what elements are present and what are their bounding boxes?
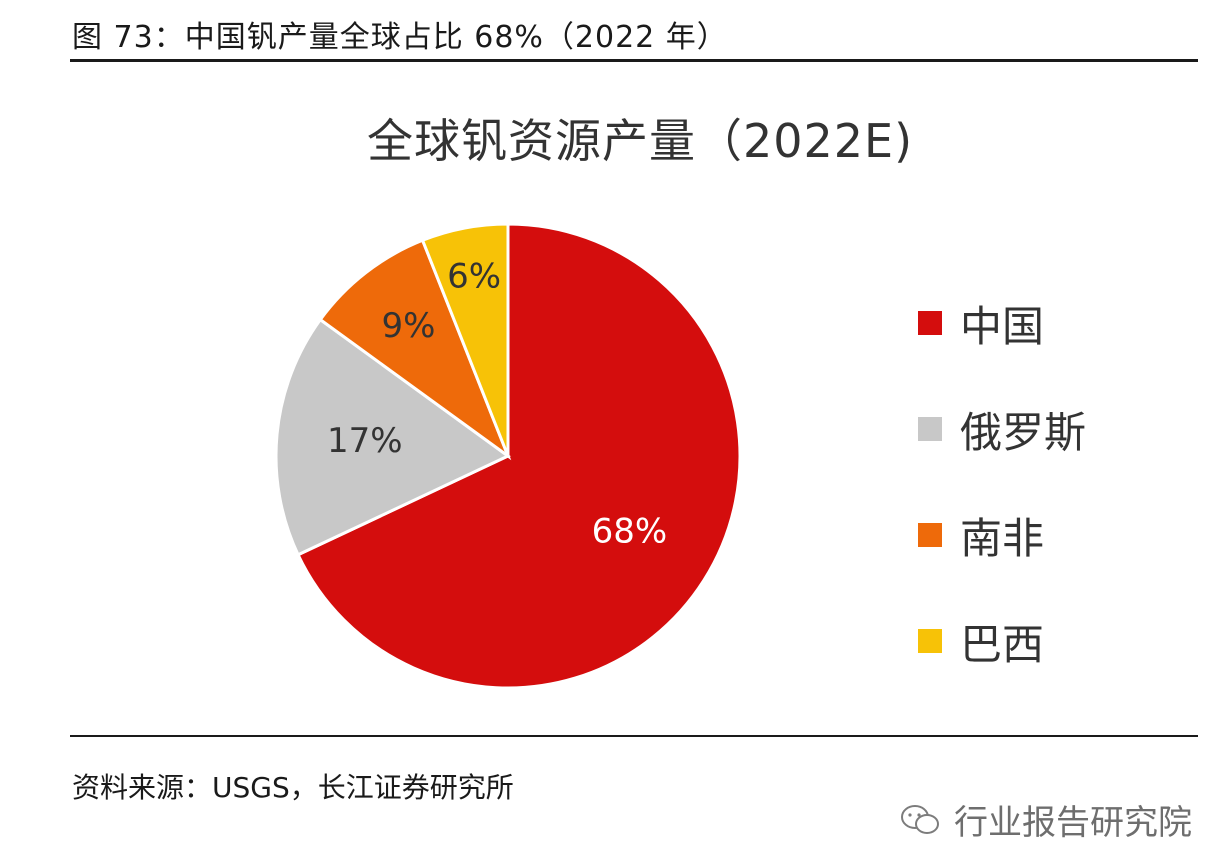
pie-slice-3: [318, 238, 512, 461]
legend-swatch: [918, 417, 942, 441]
legend-label: 南非: [960, 513, 1045, 563]
pie-slice-1: [296, 222, 742, 690]
legend-label: 巴西: [960, 619, 1045, 669]
watermark: 行业报告研究院: [900, 795, 1192, 844]
source-note: 资料来源：USGS，长江证券研究所: [72, 771, 514, 804]
slice-label-4: 6%: [447, 257, 501, 297]
legend-item-2: 俄罗斯: [918, 376, 1086, 482]
chart-title: 全球钒资源产量（2022E): [366, 114, 914, 168]
legend-item-4: 巴西: [918, 588, 1086, 694]
legend-label: 俄罗斯: [960, 407, 1087, 457]
top-rule: [70, 59, 1198, 62]
legend: 中国 俄罗斯 南非 巴西: [918, 270, 1086, 694]
figure-title: 图 73：中国钒产量全球占比 68%（2022 年）: [72, 20, 728, 55]
legend-item-1: 中国: [918, 270, 1086, 376]
pie-slice-2: [274, 317, 511, 557]
slice-label-1: 68%: [592, 512, 668, 552]
pie-slice-4: [420, 222, 510, 457]
bottom-rule: [70, 735, 1198, 737]
slice-label-3: 9%: [381, 306, 435, 346]
wechat-icon: [900, 803, 940, 837]
legend-label: 中国: [960, 301, 1045, 351]
slice-label-2: 17%: [327, 421, 403, 461]
legend-swatch: [918, 311, 942, 335]
legend-item-3: 南非: [918, 482, 1086, 588]
legend-swatch: [918, 523, 942, 547]
legend-swatch: [918, 629, 942, 653]
watermark-text: 行业报告研究院: [954, 803, 1192, 843]
